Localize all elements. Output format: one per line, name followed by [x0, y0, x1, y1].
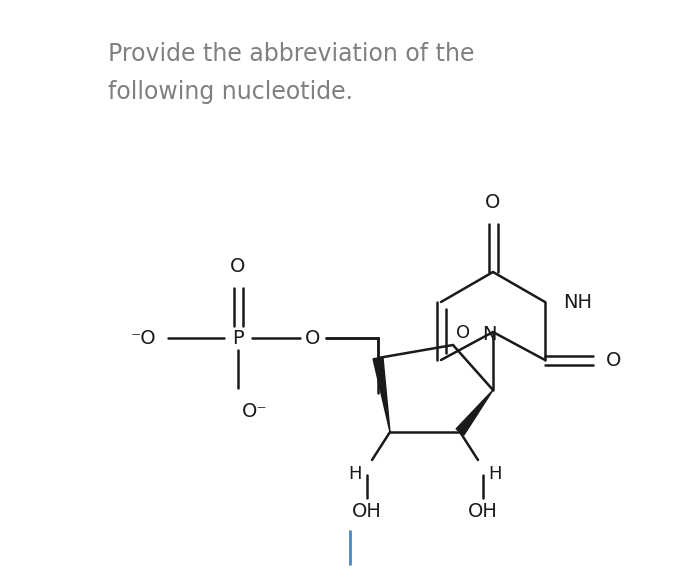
Text: ⁻O: ⁻O	[130, 328, 156, 347]
Text: O: O	[456, 324, 470, 342]
Text: O: O	[606, 350, 622, 370]
Polygon shape	[373, 357, 390, 432]
Text: N: N	[482, 325, 496, 345]
Text: OH: OH	[352, 502, 382, 521]
Text: OH: OH	[468, 502, 498, 521]
Text: P: P	[232, 328, 244, 347]
Text: H: H	[349, 465, 362, 483]
Text: following nucleotide.: following nucleotide.	[108, 80, 353, 104]
Text: O⁻: O⁻	[242, 402, 267, 421]
Text: H: H	[488, 465, 501, 483]
Text: NH: NH	[563, 293, 592, 311]
Polygon shape	[456, 390, 493, 435]
Text: O: O	[230, 257, 246, 276]
Text: O: O	[305, 328, 321, 347]
Text: Provide the abbreviation of the: Provide the abbreviation of the	[108, 42, 475, 66]
Text: O: O	[485, 193, 500, 212]
